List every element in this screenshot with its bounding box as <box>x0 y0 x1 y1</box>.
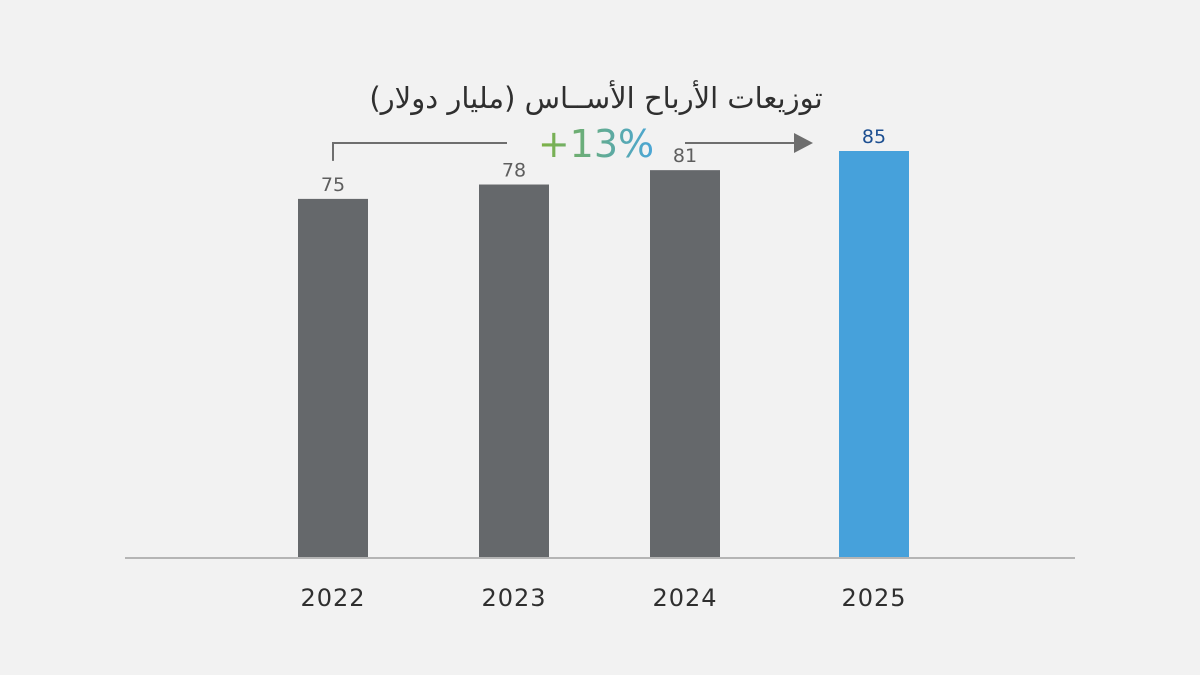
bar-value-label-2022: 75 <box>321 174 345 196</box>
x-tick-label-2024: 2024 <box>652 584 717 612</box>
bar-value-label-2024: 81 <box>673 145 697 167</box>
x-tick-label-2023: 2023 <box>481 584 546 612</box>
bars-group <box>298 151 909 559</box>
chart-title: توزيعات الأرباح الأســاس (مليار دولار) <box>369 79 822 115</box>
x-tick-label-2022: 2022 <box>300 584 365 612</box>
growth-percentage-label: +13% <box>538 122 654 166</box>
bar-value-label-2025: 85 <box>862 126 886 148</box>
bar-2022 <box>298 198 368 558</box>
bar-2025 <box>839 151 909 558</box>
bar-2023 <box>479 184 549 559</box>
bar-2024 <box>650 170 720 558</box>
value-labels-group: 75 78 81 85 <box>321 126 886 196</box>
x-tick-label-2025: 2025 <box>841 584 906 612</box>
arrow-right-icon <box>794 133 813 153</box>
bar-value-label-2023: 78 <box>502 160 526 182</box>
tick-labels-group: 2022 2023 2024 2025 <box>300 584 906 612</box>
growth-connector-left <box>332 142 507 161</box>
